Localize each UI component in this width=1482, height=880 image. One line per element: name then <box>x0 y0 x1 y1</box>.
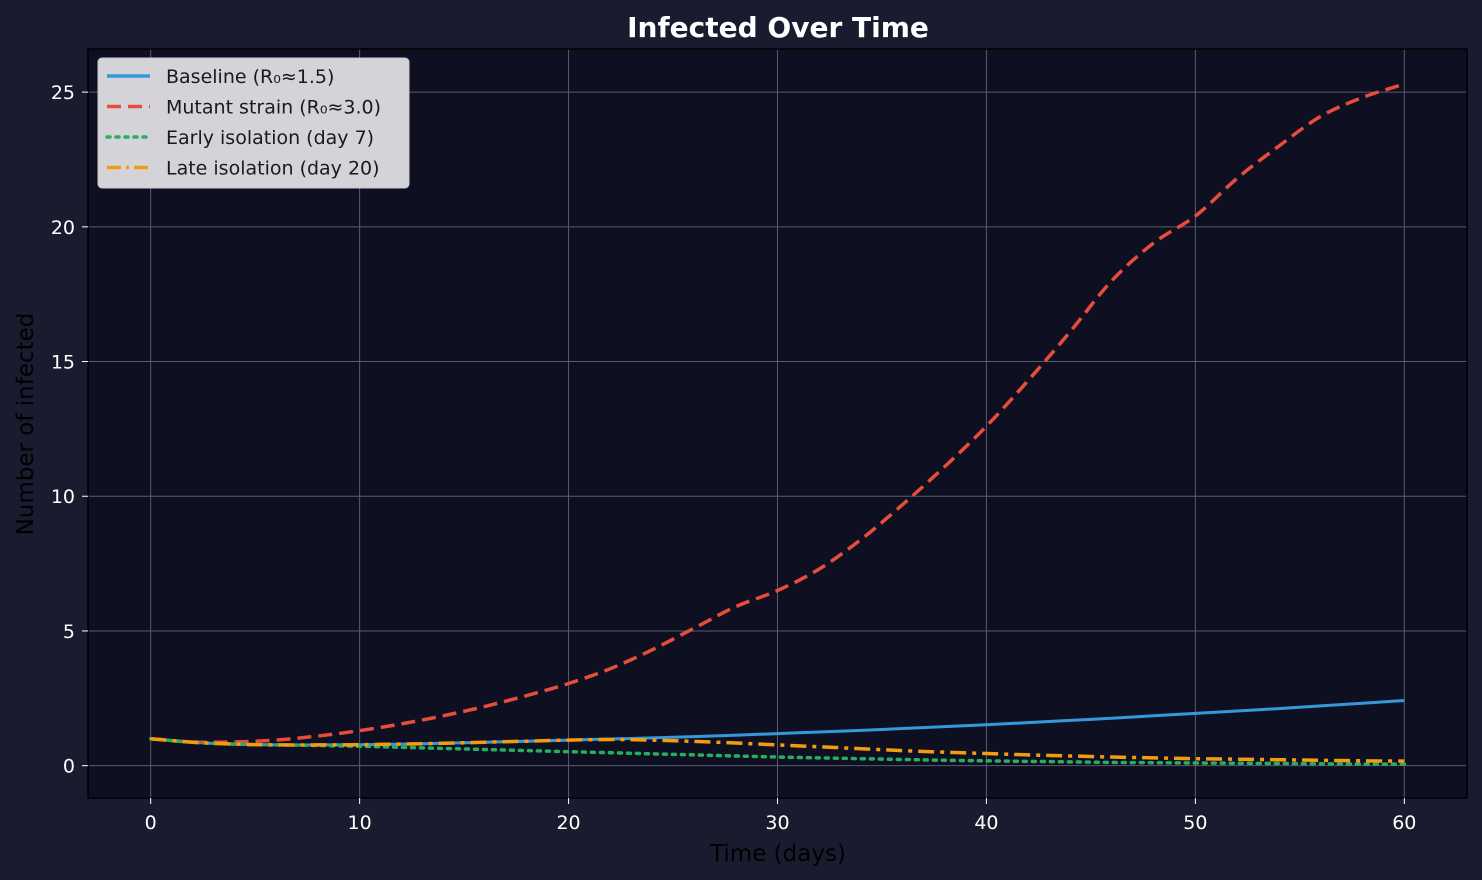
x-tick-label: 30 <box>765 812 789 834</box>
legend-label: Baseline (R₀≈1.5) <box>166 66 334 88</box>
y-tick-label: 10 <box>51 486 75 508</box>
y-tick-label: 5 <box>63 621 75 643</box>
grid-layer <box>88 49 1467 798</box>
y-axis: 0 5 10 15 20 25 <box>51 82 88 778</box>
x-tick-label: 50 <box>1183 812 1207 834</box>
x-axis: 0 10 20 30 40 50 60 <box>145 798 1416 834</box>
y-tick-label: 15 <box>51 352 75 374</box>
y-tick-label: 25 <box>51 82 75 104</box>
legend-label: Early isolation (day 7) <box>166 127 374 149</box>
chart-title: Infected Over Time <box>627 11 929 44</box>
series-layer <box>148 82 1407 766</box>
x-tick-label: 0 <box>145 812 157 834</box>
legend: Baseline (R₀≈1.5) Mutant strain (R₀≈3.0) E… <box>97 57 410 189</box>
y-tick-label: 20 <box>51 217 75 239</box>
x-tick-label: 20 <box>556 812 580 834</box>
x-axis-label: Time (days) <box>709 841 846 867</box>
series-line-3 <box>148 736 1407 766</box>
legend-box <box>97 57 410 189</box>
y-tick-label: 0 <box>63 756 75 778</box>
x-tick-label: 10 <box>348 812 372 834</box>
legend-label: Mutant strain (R₀≈3.0) <box>166 97 381 119</box>
y-axis-label: Number of infected <box>13 313 39 536</box>
series-line-2 <box>150 82 1405 745</box>
x-tick-label: 40 <box>974 812 998 834</box>
x-tick-label: 60 <box>1392 812 1416 834</box>
legend-label: Late isolation (day 20) <box>166 158 380 180</box>
